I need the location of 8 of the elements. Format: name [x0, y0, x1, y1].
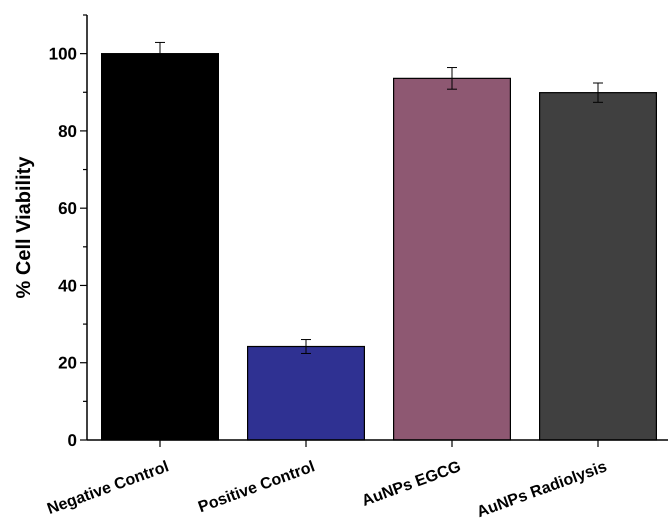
- y-tick-label: 20: [58, 354, 77, 373]
- y-tick-label: 40: [58, 276, 77, 296]
- y-tick-label: 60: [58, 199, 77, 218]
- y-tick-label: 0: [68, 430, 77, 450]
- y-tick-label: 100: [48, 44, 77, 64]
- y-axis-title: % Cell Viability: [13, 156, 35, 298]
- y-tick-label: 80: [58, 122, 77, 141]
- x-tick-label: AuNPs EGCG: [360, 458, 464, 510]
